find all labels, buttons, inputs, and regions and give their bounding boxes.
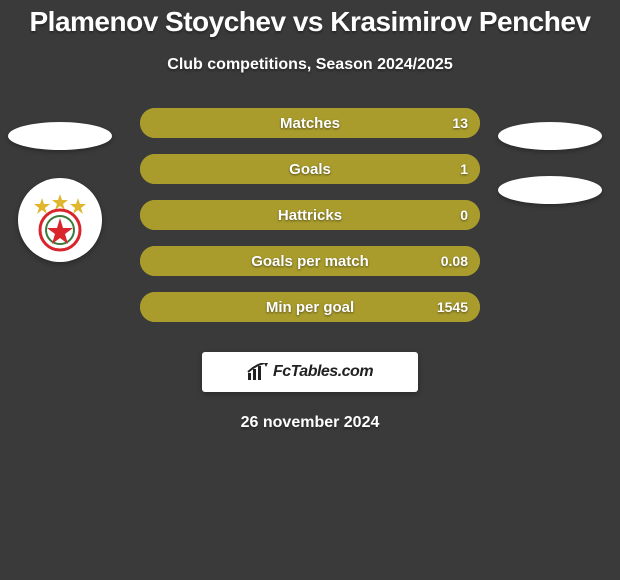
brand-badge[interactable]: FcTables.com <box>202 352 418 392</box>
comparison-card: Plamenov Stoychev vs Krasimirov Penchev … <box>0 0 620 580</box>
stat-label: Goals per match <box>140 253 480 270</box>
stat-label: Hattricks <box>140 207 480 224</box>
stat-row-goals-per-match: Goals per match 0.08 <box>140 246 480 276</box>
stat-row-min-per-goal: Min per goal 1545 <box>140 292 480 322</box>
stat-label: Goals <box>140 161 480 178</box>
stat-value: 13 <box>452 115 468 131</box>
stat-row-goals: Goals 1 <box>140 154 480 184</box>
brand-text: FcTables.com <box>273 363 373 381</box>
stat-value: 0 <box>460 207 468 223</box>
club-crest-icon <box>24 184 96 256</box>
stat-row-hattricks: Hattricks 0 <box>140 200 480 230</box>
stat-value: 1 <box>460 161 468 177</box>
player-right-pill-1 <box>498 122 602 150</box>
page-title: Plamenov Stoychev vs Krasimirov Penchev <box>0 0 620 38</box>
stat-value: 0.08 <box>441 253 468 269</box>
player-left-pill <box>8 122 112 150</box>
stat-value: 1545 <box>437 299 468 315</box>
stat-label: Min per goal <box>140 299 480 316</box>
player-right-pill-2 <box>498 176 602 204</box>
stat-row-matches: Matches 13 <box>140 108 480 138</box>
chart-icon <box>247 363 269 381</box>
footer-date: 26 november 2024 <box>0 414 620 432</box>
stat-label: Matches <box>140 115 480 132</box>
season-subtitle: Club competitions, Season 2024/2025 <box>0 56 620 74</box>
club-crest <box>18 178 102 262</box>
